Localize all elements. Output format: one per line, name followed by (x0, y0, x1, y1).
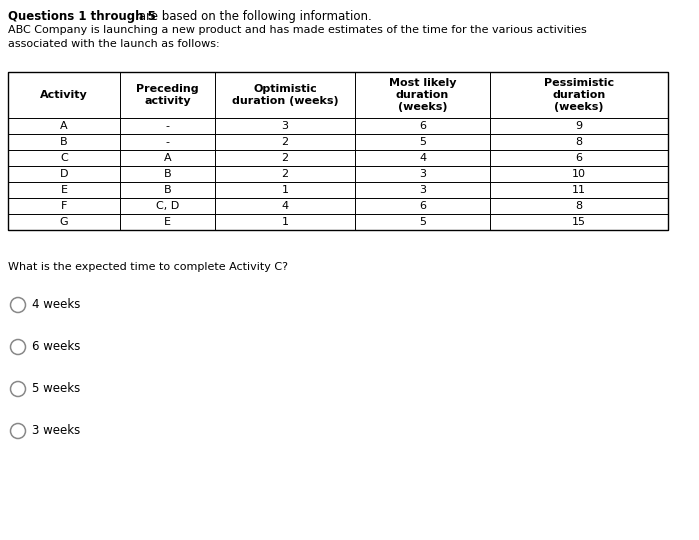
Text: Optimistic
duration (weeks): Optimistic duration (weeks) (231, 84, 338, 106)
Text: -: - (166, 121, 169, 131)
Text: G: G (59, 217, 69, 227)
Text: B: B (164, 169, 171, 179)
Text: 8: 8 (575, 137, 582, 147)
Text: Preceding
activity: Preceding activity (136, 84, 199, 106)
Text: A: A (60, 121, 68, 131)
Text: 1: 1 (282, 185, 289, 195)
Bar (8, 72, 668, 230)
Text: are based on the following information.: are based on the following information. (135, 10, 372, 23)
Text: 5 weeks: 5 weeks (31, 382, 80, 395)
Text: C, D: C, D (156, 201, 179, 211)
Text: 2: 2 (282, 153, 289, 163)
Text: 4: 4 (282, 201, 289, 211)
Text: D: D (59, 169, 69, 179)
Circle shape (10, 340, 25, 354)
Text: 8: 8 (575, 201, 582, 211)
Text: 11: 11 (572, 185, 586, 195)
Text: F: F (61, 201, 67, 211)
Text: 15: 15 (572, 217, 586, 227)
Text: A: A (164, 153, 171, 163)
Text: 5: 5 (419, 137, 426, 147)
Text: 2: 2 (282, 137, 289, 147)
Text: Activity: Activity (40, 90, 88, 100)
Text: ABC Company is launching a new product and has made estimates of the time for th: ABC Company is launching a new product a… (8, 25, 586, 49)
Text: 3: 3 (419, 185, 426, 195)
Text: 10: 10 (572, 169, 586, 179)
Text: Most likely
duration
(weeks): Most likely duration (weeks) (389, 78, 456, 112)
Text: B: B (164, 185, 171, 195)
Text: Pessimistic
duration
(weeks): Pessimistic duration (weeks) (544, 78, 614, 112)
Text: 4: 4 (419, 153, 426, 163)
Text: 4 weeks: 4 weeks (31, 299, 80, 312)
Text: 6: 6 (575, 153, 582, 163)
Text: 2: 2 (282, 169, 289, 179)
Circle shape (10, 423, 25, 438)
Text: 1: 1 (282, 217, 289, 227)
Text: E: E (61, 185, 68, 195)
Text: 3: 3 (282, 121, 289, 131)
Circle shape (10, 298, 25, 313)
Text: 9: 9 (575, 121, 582, 131)
Text: -: - (166, 137, 169, 147)
Text: 5: 5 (419, 217, 426, 227)
Circle shape (10, 381, 25, 396)
Text: B: B (60, 137, 68, 147)
Text: 6: 6 (419, 201, 426, 211)
Text: Questions 1 through 5: Questions 1 through 5 (8, 10, 156, 23)
Text: 3: 3 (419, 169, 426, 179)
Text: C: C (60, 153, 68, 163)
Text: 6 weeks: 6 weeks (31, 341, 80, 354)
Text: E: E (164, 217, 171, 227)
Text: 3 weeks: 3 weeks (31, 424, 80, 437)
Text: 6: 6 (419, 121, 426, 131)
Text: What is the expected time to complete Activity C?: What is the expected time to complete Ac… (8, 262, 288, 272)
